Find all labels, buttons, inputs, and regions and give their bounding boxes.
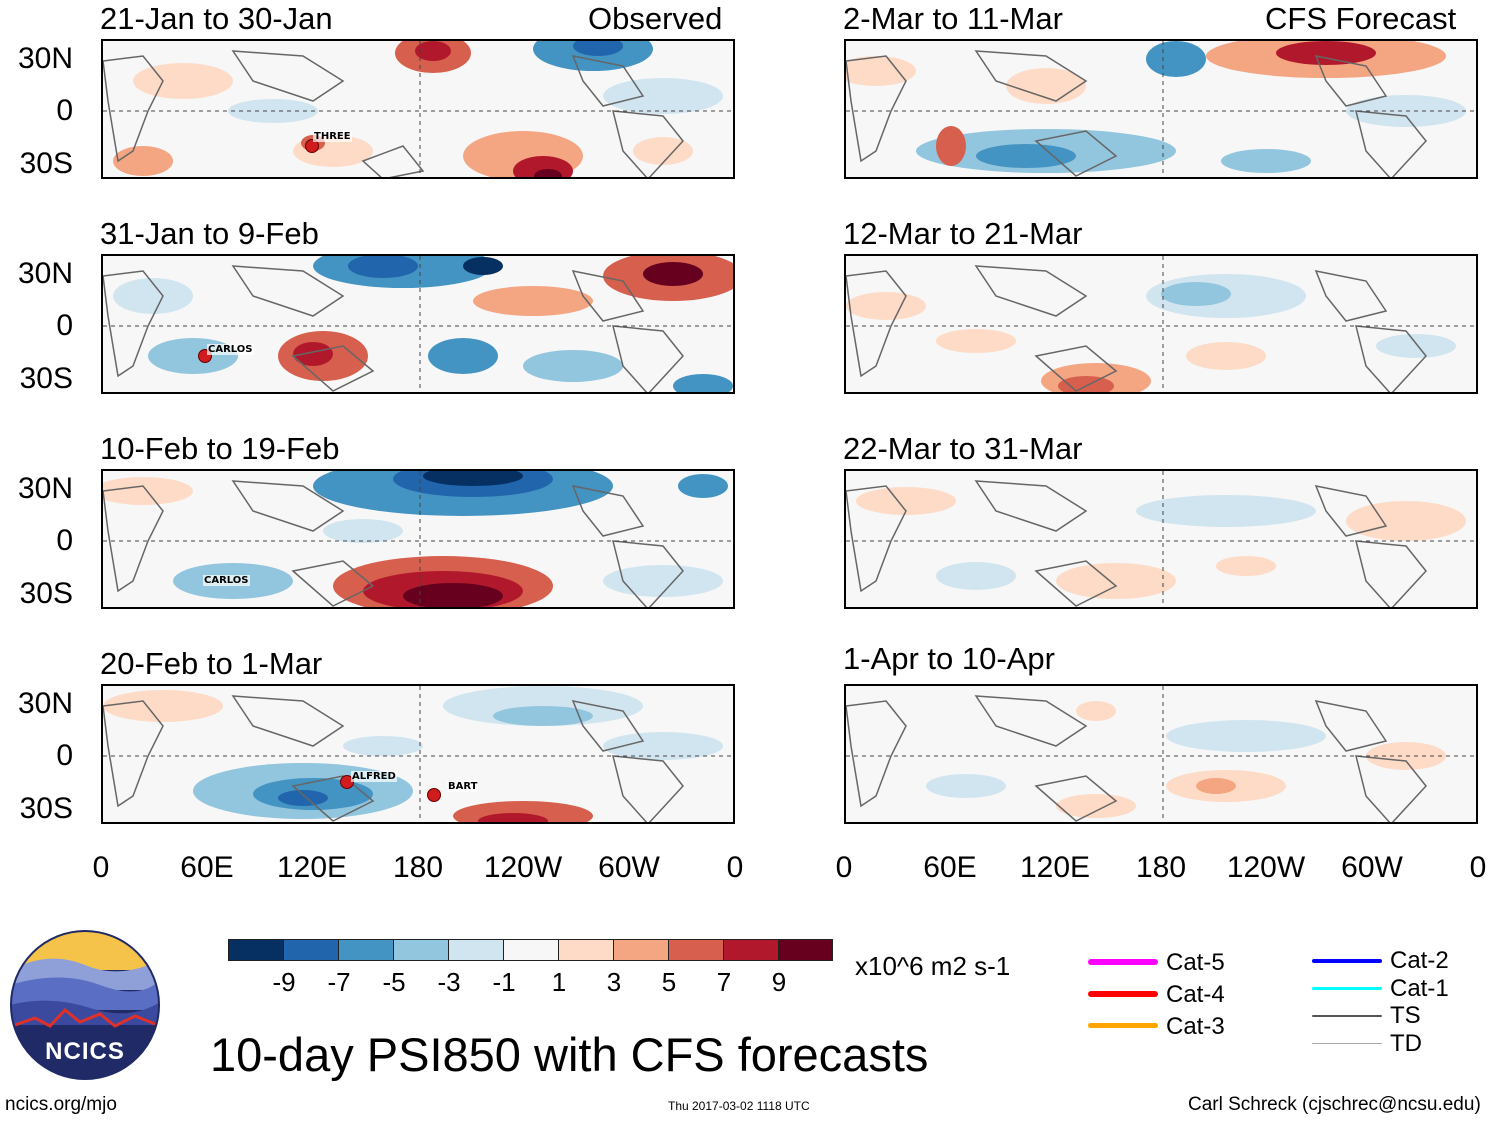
colorbar-label: 1 (551, 967, 567, 997)
legend-swatch-cat3 (1088, 1023, 1158, 1028)
colorbar-label: -3 (437, 967, 461, 997)
lat-30s-label: 30S (19, 577, 73, 610)
legend-swatch-td (1312, 1043, 1382, 1044)
lat-30n-label: 30N (17, 257, 73, 290)
map-panel-forecast-2 (844, 254, 1478, 394)
colorbar-swatch (668, 939, 724, 961)
legend-label: Cat-2 (1390, 947, 1449, 974)
colorbar-swatch (503, 939, 559, 961)
panel-title-1: 21-Jan to 30-Jan (100, 1, 333, 36)
lon-label: 0 (726, 851, 744, 884)
lat-eq-label: 0 (56, 524, 73, 557)
colorbar-label: 9 (771, 967, 787, 997)
storm-marker (427, 788, 441, 802)
panel-title-6: 12-Mar to 21-Mar (843, 216, 1083, 251)
legend-label: TD (1390, 1030, 1422, 1057)
storm-label-carlos: CARLOS (207, 344, 254, 355)
colorbar-units: x10^6 m2 s-1 (855, 951, 1011, 981)
colorbar-label: 7 (716, 967, 732, 997)
panel-title-2: 31-Jan to 9-Feb (100, 216, 319, 251)
colorbar-label: -1 (492, 967, 516, 997)
legend-label: Cat-1 (1390, 975, 1449, 1002)
footer-credit: Carl Schreck (cjschrec@ncsu.edu) (1188, 1094, 1481, 1115)
colorbar-swatch (613, 939, 669, 961)
colorbar-label: -7 (327, 967, 351, 997)
panel-title-8: 1-Apr to 10-Apr (843, 641, 1055, 676)
lat-30n-label: 30N (17, 687, 73, 720)
storm-label-three: THREE (313, 131, 352, 142)
storm-label-carlos: CARLOS (203, 575, 250, 586)
map-panel-observed-1: THREE (101, 39, 735, 179)
legend-swatch-cat1 (1312, 987, 1382, 990)
legend-swatch-cat5 (1088, 959, 1158, 965)
colorbar-label: 5 (661, 967, 677, 997)
lon-label: 180 (392, 851, 444, 884)
lon-label: 180 (1135, 851, 1187, 884)
panel-title-4: 20-Feb to 1-Mar (100, 646, 323, 681)
storm-marker (340, 775, 354, 789)
legend-swatch-cat4 (1088, 991, 1158, 997)
ncics-logo: NCICS (10, 930, 160, 1080)
lat-30s-label: 30S (19, 792, 73, 825)
lat-eq-label: 0 (56, 739, 73, 772)
colorbar-swatch (338, 939, 394, 961)
colorbar-swatch (393, 939, 449, 961)
colorbar-swatch (778, 939, 833, 961)
colorbar-swatch (448, 939, 504, 961)
chart-title: 10-day PSI850 with CFS forecasts (210, 1028, 929, 1081)
map-panel-forecast-1 (844, 39, 1478, 179)
panel-title-5: 2-Mar to 11-Mar (843, 1, 1063, 36)
storm-label-alfred: ALFRED (351, 771, 397, 782)
lon-label: 60E (923, 851, 977, 884)
map-panel-observed-3: CARLOS (101, 469, 735, 609)
lat-30s-label: 30S (19, 362, 73, 395)
lon-label: 0 (92, 851, 110, 884)
map-panel-forecast-4 (844, 684, 1478, 824)
lat-30n-label: 30N (17, 472, 73, 505)
panel-title-3: 10-Feb to 19-Feb (100, 431, 340, 466)
lat-eq-label: 0 (56, 309, 73, 342)
observed-label: Observed (588, 1, 723, 36)
footer-timestamp: Thu 2017-03-02 1118 UTC (668, 1099, 810, 1113)
legend-label: Cat-4 (1166, 981, 1225, 1008)
map-panel-observed-4: ALFRED BART (101, 684, 735, 824)
storm-marker (305, 139, 319, 153)
lon-label: 120W (1226, 851, 1306, 884)
colorbar-swatch (723, 939, 779, 961)
lon-label: 0 (1469, 851, 1487, 884)
colorbar-label: 3 (606, 967, 622, 997)
panel-title-7: 22-Mar to 31-Mar (843, 431, 1083, 466)
legend-swatch-cat2 (1312, 959, 1382, 963)
colorbar-swatch (228, 939, 284, 961)
lat-30s-label: 30S (19, 147, 73, 180)
colorbar-swatch (558, 939, 614, 961)
legend-label: Cat-3 (1166, 1013, 1225, 1040)
lon-label: 60W (598, 851, 660, 884)
lon-label: 0 (835, 851, 853, 884)
lon-label: 60E (180, 851, 234, 884)
map-panel-forecast-3 (844, 469, 1478, 609)
lon-label: 120W (483, 851, 563, 884)
legend-label: TS (1390, 1002, 1421, 1029)
lat-eq-label: 0 (56, 94, 73, 127)
storm-label-bart: BART (447, 781, 479, 792)
forecast-label: CFS Forecast (1265, 1, 1457, 36)
map-panel-observed-2: CARLOS (101, 254, 735, 394)
colorbar-swatch (283, 939, 339, 961)
legend-label: Cat-5 (1166, 949, 1225, 976)
legend-swatch-ts (1312, 1015, 1382, 1017)
lon-label: 120E (1019, 851, 1091, 884)
lat-30n-label: 30N (17, 42, 73, 75)
footer-url[interactable]: ncics.org/mjo (5, 1094, 117, 1115)
colorbar-label: -5 (382, 967, 406, 997)
logo-text: NCICS (45, 1038, 125, 1065)
lon-label: 60W (1341, 851, 1403, 884)
lon-label: 120E (276, 851, 348, 884)
colorbar-label: -9 (272, 967, 296, 997)
